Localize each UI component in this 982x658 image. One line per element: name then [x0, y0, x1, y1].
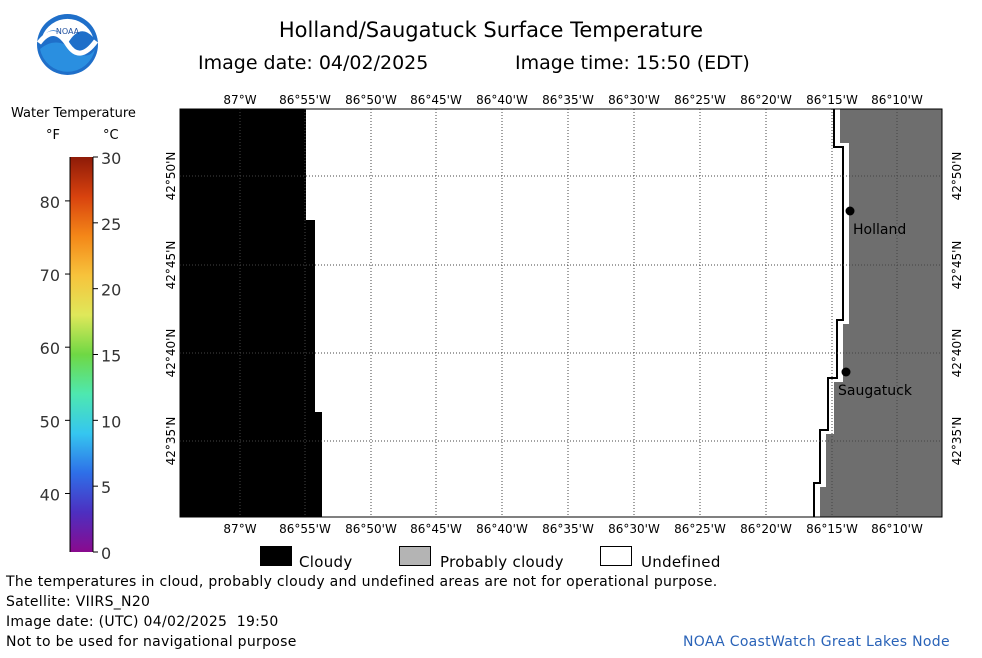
- longitude-label-bottom: 86°50'W: [345, 522, 397, 536]
- latitude-label-right: 42°35'N: [950, 417, 964, 466]
- colorbar-fahrenheit-tick: 50: [40, 412, 60, 431]
- longitude-label-bottom: 87°W: [223, 522, 256, 536]
- legend-swatch-cloudy: [260, 546, 292, 566]
- colorbar-celsius-tick: 20: [101, 281, 121, 300]
- saugatuck-label: Saugatuck: [838, 383, 913, 399]
- longitude-label-bottom: 86°20'W: [740, 522, 792, 536]
- latitude-label-left: 42°35'N: [164, 417, 178, 466]
- latitude-label-left: 42°50'N: [164, 152, 178, 201]
- image-date: Image date: 04/02/2025: [198, 52, 429, 74]
- latitude-label-right: 42°40'N: [950, 329, 964, 378]
- longitude-label-bottom: 86°25'W: [674, 522, 726, 536]
- latitude-label-right: 42°50'N: [950, 152, 964, 201]
- colorbar-fahrenheit-tick: 40: [40, 485, 60, 504]
- holland-marker: [845, 206, 855, 216]
- longitude-label-bottom: 86°40'W: [476, 522, 528, 536]
- disclaimer-text: The temperatures in cloud, probably clou…: [6, 574, 718, 590]
- fahrenheit-unit: °F: [46, 128, 60, 143]
- longitude-label-bottom: 86°30'W: [608, 522, 660, 536]
- colorbar-celsius-tick: 0: [101, 544, 111, 563]
- image-time: Image time: 15:50 (EDT): [515, 52, 750, 74]
- longitude-label-top: 86°10'W: [871, 93, 923, 107]
- longitude-label-top: 86°20'W: [740, 93, 792, 107]
- colorbar-title: Water Temperature: [11, 106, 136, 121]
- longitude-label-bottom: 86°45'W: [410, 522, 462, 536]
- latitude-label-left: 42°40'N: [164, 329, 178, 378]
- saugatuck-marker: [841, 367, 851, 377]
- longitude-label-top: 87°W: [223, 93, 256, 107]
- map: 87°W 87°W 86°55'W 86°55'W 86°50'W 86°50'W 86°4…: [164, 93, 964, 536]
- cloudy-area: [180, 109, 322, 517]
- longitude-label-bottom: 86°35'W: [542, 522, 594, 536]
- longitude-label-top: 86°45'W: [410, 93, 462, 107]
- legend-label-probably-cloudy: Probably cloudy: [440, 553, 564, 571]
- colorbar-celsius-tick: 10: [101, 412, 121, 431]
- legend-swatch-probably-cloudy: [399, 546, 431, 566]
- legend-swatch-undefined: [600, 546, 632, 566]
- latitude-label-left: 42°45'N: [164, 241, 178, 290]
- longitude-label-top: 86°30'W: [608, 93, 660, 107]
- page-title: Holland/Saugatuck Surface Temperature: [278, 18, 704, 42]
- map-frame: [179, 108, 943, 518]
- longitude-label-top: 86°55'W: [279, 93, 331, 107]
- celsius-unit: °C: [103, 128, 119, 143]
- colorbar-celsius-tick: 5: [101, 478, 111, 497]
- longitude-label-top: 86°35'W: [542, 93, 594, 107]
- coastline: [813, 109, 844, 517]
- longitude-label-top: 86°50'W: [345, 93, 397, 107]
- colorbar-celsius-tick: 15: [101, 347, 121, 366]
- satellite-text: Satellite: VIIRS_N20: [6, 594, 151, 610]
- logo-text: NOAA: [56, 27, 80, 36]
- longitude-label-top: 86°40'W: [476, 93, 528, 107]
- holland-label: Holland: [853, 222, 906, 238]
- colorbar-gradient: [70, 157, 93, 552]
- colorbar-fahrenheit-tick: 60: [40, 339, 60, 358]
- longitude-label-top: 86°25'W: [674, 93, 726, 107]
- credit-text: NOAA CoastWatch Great Lakes Node: [683, 634, 950, 650]
- latitude-label-right: 42°45'N: [950, 241, 964, 290]
- longitude-label-bottom: 86°15'W: [806, 522, 858, 536]
- longitude-label-bottom: 86°55'W: [279, 522, 331, 536]
- utc-date-text: Image date: (UTC) 04/02/2025 19:50: [6, 614, 279, 630]
- colorbar-fahrenheit-tick: 70: [40, 266, 60, 285]
- longitude-label-top: 86°15'W: [806, 93, 858, 107]
- colorbar-celsius-tick: 30: [101, 149, 121, 168]
- colorbar-celsius-tick: 25: [101, 215, 121, 234]
- longitude-label-bottom: 86°10'W: [871, 522, 923, 536]
- noaa-logo: NOAA: [37, 14, 99, 75]
- legend-label-undefined: Undefined: [641, 553, 721, 571]
- colorbar-fahrenheit-tick: 80: [40, 193, 60, 212]
- navigation-note: Not to be used for navigational purpose: [6, 634, 297, 650]
- legend-label-cloudy: Cloudy: [299, 553, 353, 571]
- coastline-halo: [816, 109, 849, 517]
